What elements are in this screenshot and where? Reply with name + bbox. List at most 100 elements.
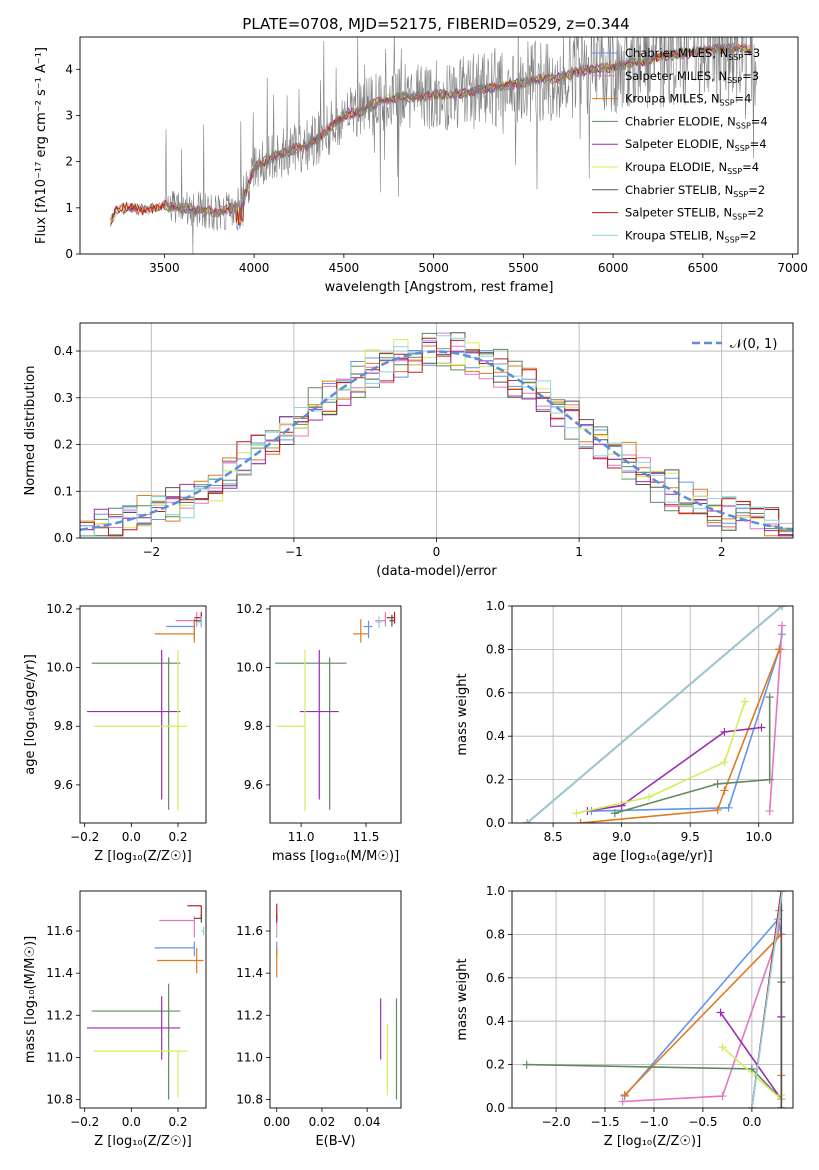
residuals-frame — [79, 322, 794, 539]
figure-title: PLATE=0708, MJD=52175, FIBERID=0529, z=0… — [242, 15, 629, 33]
age-vs-mass-frame — [269, 605, 402, 824]
age-vs-mass-ytick-label: 10.0 — [236, 661, 263, 675]
weight-vs-Z-marker-chabrier_elodie — [747, 1064, 756, 1073]
spectrum-xtick-label: 5500 — [508, 261, 539, 275]
spectrum-legend: Chabrier MILES, NSSP=3 Salpeter MILES, NS… — [592, 46, 768, 244]
weight-vs-age-marker-salpeter_elodie — [720, 727, 729, 736]
weight-vs-Z-marker-salpeter_miles — [718, 1092, 727, 1101]
residuals-ytick-label: 0.1 — [54, 484, 73, 498]
age-vs-Z-ytick-label: 9.8 — [54, 719, 73, 733]
residuals-ytick-label: 0.4 — [54, 344, 73, 358]
age-vs-Z-ytick-label: 10.2 — [46, 602, 73, 616]
weight-vs-age-xtick-label: 10.0 — [745, 830, 772, 844]
weight-vs-Z-marker-salpeter_miles — [618, 1097, 627, 1106]
weight-vs-Z-line-salpeter_elodie — [719, 1012, 783, 1102]
mass-vs-ebv-axes: 0.00 0.02 0.04 10.8 11.0 11.2 11.4 11.6 E(B-V) — [236, 890, 402, 1149]
age-vs-mass-ytick-label: 10.2 — [236, 602, 263, 616]
mass-vs-ebv-plot-area — [276, 903, 398, 1100]
age-vs-mass-ytick-label: 9.6 — [244, 778, 263, 792]
legend-label: Chabrier MILES, NSSP=3 — [625, 46, 760, 62]
weight-vs-age-marker-kroupa_elodie — [741, 697, 750, 706]
age-vs-mass-axes: 11.0 11.5 9.6 9.8 10.0 10.2 mass [log₁₀(M/M☉)] — [236, 602, 402, 864]
weight-vs-Z-marker-kroupa_stelib — [778, 891, 787, 895]
weight-vs-Z-ytick-label: 0.6 — [486, 971, 505, 985]
weight-vs-age-marker-chabrier_elodie — [713, 779, 722, 788]
age-vs-mass-xtick-label: 11.5 — [353, 830, 380, 844]
spectrum-ylabel: Flux [fλ10⁻¹⁷ erg cm⁻² s⁻¹ A⁻¹] — [34, 47, 49, 244]
residuals-xtick-label: −2 — [142, 545, 160, 559]
spectrum-xlabel: wavelength [Angstrom, rest frame] — [325, 280, 554, 295]
weight-vs-Z-xlabel: Z [log₁₀(Z/Z☉)] — [604, 1134, 701, 1149]
spectrum-xtick-label: 6500 — [688, 261, 719, 275]
age-vs-Z-xtick-label: 0.0 — [122, 830, 141, 844]
weight-vs-age-marker-kroupa_elodie — [720, 758, 729, 767]
mass-vs-ebv-ytick-label: 11.0 — [236, 1050, 263, 1064]
residuals-normal-curve — [80, 350, 793, 532]
mass-vs-Z-frame — [79, 890, 207, 1109]
legend-label: Chabrier ELODIE, NSSP=4 — [625, 114, 768, 130]
weight-vs-Z-grid — [512, 890, 793, 1109]
weight-vs-age-ytick-label: 0.2 — [486, 773, 505, 787]
weight-vs-Z-ylabel: mass weight — [455, 958, 470, 1040]
residuals-hist-salpeter_stelib — [80, 337, 793, 537]
residuals-ylabel: Normed distribution — [23, 366, 38, 496]
weight-vs-age-ytick-label: 0.0 — [486, 816, 505, 830]
residuals-hist-chabrier_stelib — [80, 332, 793, 537]
residuals-xtick-label: 1 — [575, 545, 583, 559]
age-vs-mass-xlabel: mass [log₁₀(M/M☉)] — [272, 849, 399, 864]
age-vs-Z-axes: −0.2 0.0 0.2 9.6 9.8 10.0 10.2 Z [log₁₀(Z/Z☉)] a… — [23, 602, 207, 864]
mass-vs-Z-ytick-label: 11.2 — [46, 1008, 73, 1022]
weight-vs-age-grid — [512, 605, 793, 824]
weight-vs-Z-marker-kroupa_miles — [620, 1090, 629, 1099]
spectrum-ytick-label: 2 — [65, 155, 73, 169]
weight-vs-Z-marker-kroupa_elodie — [718, 1043, 727, 1052]
weight-vs-Z-ytick-label: 0.0 — [486, 1101, 505, 1115]
weight-vs-age-marker-salpeter_miles — [765, 807, 774, 816]
mass-vs-ebv-xlabel: E(B-V) — [315, 1134, 355, 1149]
spectrum-xtick-label: 4000 — [239, 261, 270, 275]
mass-vs-ebv-ytick-label: 11.4 — [236, 966, 263, 980]
mass-vs-ebv-frame — [269, 890, 402, 1109]
weight-vs-age-ytick-label: 1.0 — [486, 599, 505, 613]
spectrum-xtick-label: 7000 — [777, 261, 808, 275]
residuals-xtick-label: −1 — [285, 545, 303, 559]
weight-vs-age-marker-chabrier_elodie — [765, 693, 774, 702]
residuals-ytick-label: 0.3 — [54, 391, 73, 405]
mass-vs-ebv-ytick-label: 10.8 — [236, 1093, 263, 1107]
residuals-hist-kroupa_stelib — [80, 335, 793, 537]
mass-vs-Z-xtick-label: 0.0 — [122, 1115, 141, 1129]
weight-vs-age-line-kroupa_miles — [580, 649, 781, 823]
weight-vs-Z-axes: −2.0 −1.5 −1.0 −0.5 0.0 0.0 0.2 0.4 0.6 0.8 1.0 Z [… — [455, 884, 794, 1149]
legend-label: Salpeter MILES, NSSP=3 — [625, 69, 759, 85]
residuals-xtick-label: 0 — [433, 545, 441, 559]
residuals-ytick-label: 0.0 — [54, 531, 73, 545]
mass-vs-ebv-xtick-label: 0.00 — [263, 1115, 290, 1129]
spectrum-xtick-label: 3500 — [149, 261, 180, 275]
legend-label: Chabrier STELIB, NSSP=2 — [625, 183, 765, 199]
weight-vs-age-ytick-label: 0.6 — [486, 686, 505, 700]
weight-vs-Z-marker-kroupa_stelib — [747, 1104, 756, 1108]
weight-vs-Z-frame — [511, 890, 794, 1109]
weight-vs-age-line-chabrier_miles — [591, 634, 783, 812]
age-vs-Z-plot-area — [87, 611, 202, 812]
legend-label: Salpeter ELODIE, NSSP=4 — [625, 137, 767, 153]
weight-vs-age-marker-kroupa_miles — [576, 819, 585, 823]
spectrum-ytick-label: 1 — [65, 201, 73, 215]
weight-vs-Z-line-salpeter_miles — [622, 910, 781, 1103]
mass-vs-Z-xtick-label: 0.2 — [168, 1115, 187, 1129]
spectrum-xtick-label: 6000 — [598, 261, 629, 275]
mass-vs-Z-ytick-label: 11.6 — [46, 924, 73, 938]
weight-vs-Z-marker-salpeter_elodie — [716, 1008, 725, 1017]
weight-vs-Z-line-kroupa_stelib — [751, 891, 783, 1108]
weight-vs-age-marker-chabrier_miles — [724, 803, 733, 812]
weight-vs-Z-ytick-label: 0.8 — [486, 927, 505, 941]
spectrum-data-line — [164, 37, 757, 254]
age-vs-Z-ylabel: age [log₁₀(age/yr)] — [23, 654, 38, 775]
weight-vs-age-marker-salpeter_miles — [778, 621, 787, 630]
weight-vs-age-ytick-label: 0.8 — [486, 642, 505, 656]
residuals-legend: 𝒩(0, 1) — [692, 337, 777, 352]
weight-vs-Z-xtick-label: −1.5 — [590, 1115, 619, 1129]
age-vs-Z-xtick-label: −0.2 — [70, 830, 99, 844]
mass-vs-Z-ytick-label: 11.0 — [46, 1050, 73, 1064]
